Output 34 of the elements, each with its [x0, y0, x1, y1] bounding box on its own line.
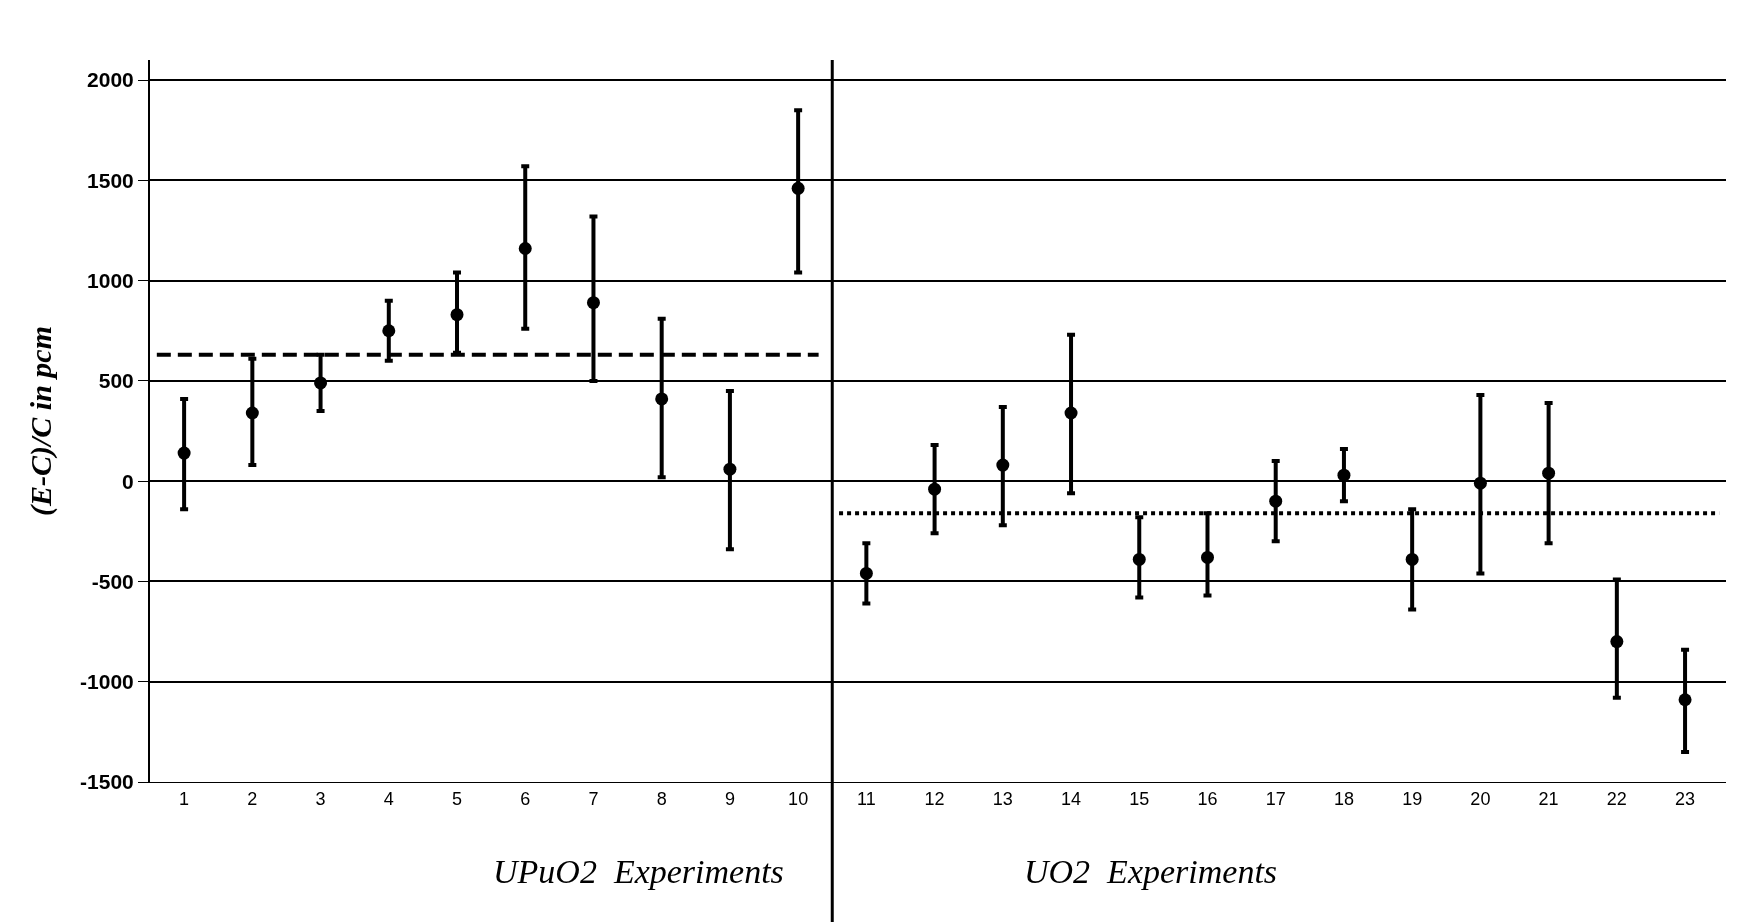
- x-tick-label: 23: [1675, 788, 1696, 809]
- x-tick-label: 19: [1402, 788, 1423, 809]
- x-tick-label: 2: [247, 788, 258, 809]
- x-tick-label: 15: [1129, 788, 1150, 809]
- x-tick-label: 6: [520, 788, 531, 809]
- x-tick-label: 11: [857, 788, 876, 809]
- x-tick-label: 3: [315, 788, 326, 809]
- x-tick-label: 17: [1265, 788, 1286, 809]
- y-tick-label: 2000: [87, 68, 134, 92]
- x-tick-label: 4: [383, 788, 394, 809]
- y-tick-label: -500: [91, 569, 134, 593]
- y-tick-label: 1500: [87, 168, 134, 192]
- x-tick-label: 7: [588, 788, 599, 809]
- x-tick-label: 5: [452, 788, 463, 809]
- y-tick-label: 0: [122, 469, 134, 493]
- x-tick-label: 14: [1061, 788, 1082, 809]
- y-tick-label: 500: [98, 369, 134, 393]
- x-tick-label: 1: [179, 788, 190, 809]
- y-tick-label: -1500: [80, 770, 134, 794]
- x-tick-label: 16: [1197, 788, 1218, 809]
- y-axis-title: (E-C)/C in pcm: [23, 325, 58, 517]
- x-tick-label: 13: [992, 788, 1013, 809]
- x-tick-label: 18: [1333, 788, 1354, 809]
- x-tick-label: 8: [656, 788, 667, 809]
- x-tick-label: 22: [1606, 788, 1627, 809]
- text: UO2 Experiments: [1024, 853, 1278, 890]
- x-tick-label: 21: [1538, 788, 1559, 809]
- y-tick-label: 1000: [87, 268, 134, 292]
- x-tick-label: 12: [924, 788, 945, 809]
- x-tick-label: 20: [1470, 788, 1491, 809]
- y-tick-label: -1000: [80, 670, 134, 694]
- x-tick-label: 10: [788, 788, 809, 809]
- text: UPuO2 Experiments: [493, 853, 784, 890]
- x-tick-label: 9: [724, 788, 735, 809]
